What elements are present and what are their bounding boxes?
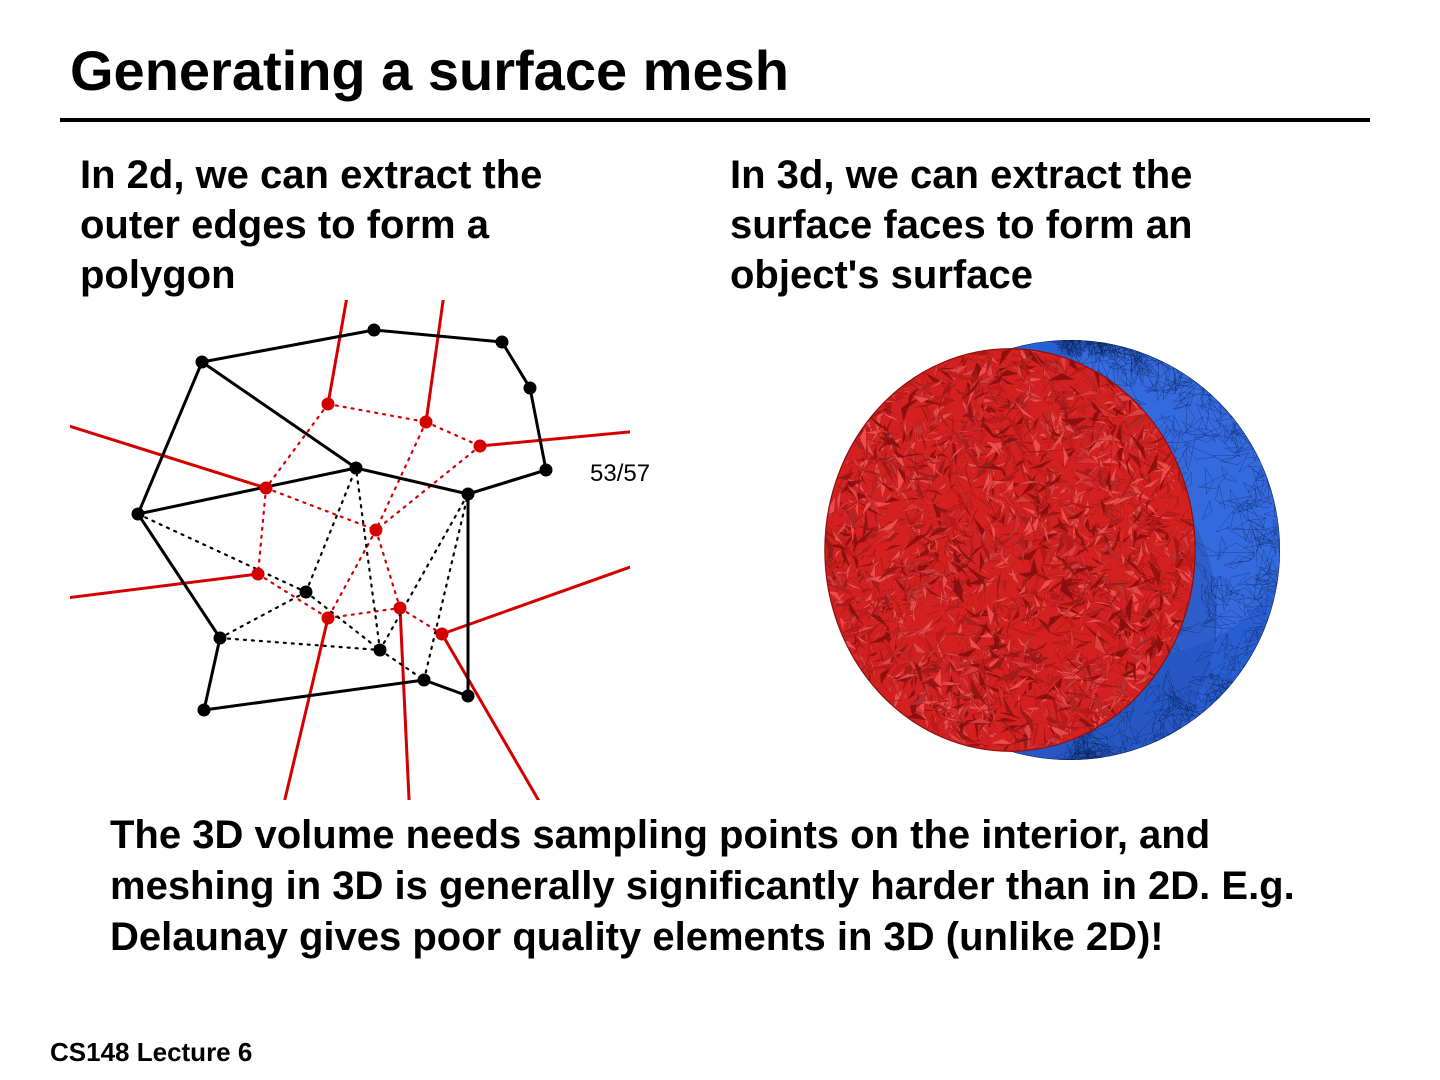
body-paragraph: The 3D volume needs sampling points on t… — [110, 810, 1310, 964]
page-number: 53/57 — [590, 460, 650, 488]
delaunay-voronoi-diagram — [70, 300, 630, 800]
left-subheading: In 2d, we can extract the outer edges to… — [80, 150, 640, 300]
title-rule — [60, 118, 1370, 122]
slide: Generating a surface mesh In 2d, we can … — [0, 0, 1440, 1080]
right-subheading: In 3d, we can extract the surface faces … — [730, 150, 1320, 300]
sphere-mesh-diagram — [810, 320, 1310, 780]
slide-title: Generating a surface mesh — [70, 38, 789, 103]
footer-label: CS148 Lecture 6 — [50, 1037, 252, 1068]
